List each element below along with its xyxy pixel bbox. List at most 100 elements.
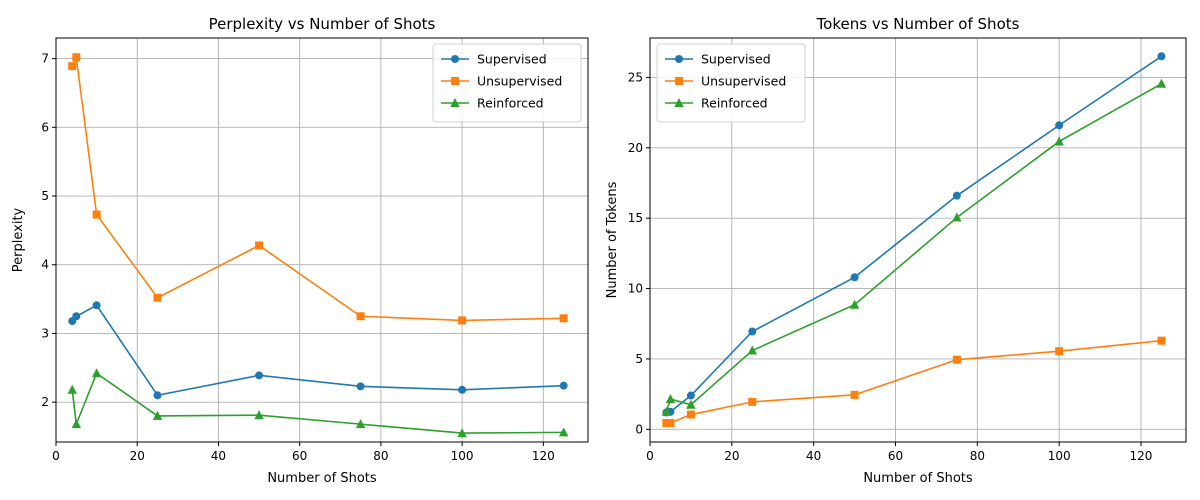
data-point	[748, 397, 757, 406]
legend: Supervised Unsupervised Reinforced	[656, 43, 806, 123]
data-point	[92, 301, 101, 310]
y-tick-label: 10	[628, 282, 643, 296]
series-reinforced	[67, 368, 569, 438]
data-point	[1157, 52, 1166, 61]
x-tick-label: 120	[1130, 449, 1153, 463]
y-tick-label: 5	[635, 352, 643, 366]
data-point	[355, 419, 366, 429]
legend-box	[432, 43, 582, 123]
series-line	[666, 55, 1162, 414]
series-unsupervised	[68, 53, 568, 325]
data-point	[71, 419, 82, 429]
data-point	[661, 406, 672, 416]
data-point	[92, 210, 101, 219]
data-point	[458, 316, 467, 325]
x-tick-label: 60	[888, 449, 903, 463]
data-point	[747, 345, 757, 355]
data-point	[1055, 121, 1064, 130]
data-point	[356, 312, 365, 321]
data-point	[748, 327, 757, 336]
legend-label: Reinforced	[477, 96, 544, 111]
series-line	[665, 83, 1162, 412]
plot-frame	[55, 37, 589, 443]
x-tick-label: 60	[292, 449, 307, 463]
data-point	[686, 410, 695, 419]
legend-label: Supervised	[701, 52, 771, 67]
data-point	[1156, 78, 1167, 88]
data-point	[255, 241, 264, 250]
x-tick-label: 100	[451, 449, 474, 463]
data-point	[153, 391, 162, 400]
data-point	[559, 381, 568, 390]
x-axis-label: Number of Shots	[863, 471, 973, 486]
y-tick-label: 3	[41, 326, 49, 340]
data-point	[559, 314, 568, 323]
data-point	[558, 427, 569, 437]
legend-box	[656, 43, 806, 123]
data-point	[91, 368, 102, 378]
y-axis-label: Perplexity	[11, 207, 26, 272]
x-tick-label: 80	[970, 449, 985, 463]
chart-panel-1: 0 20 40 60 80 100 120 2 3 4 5 6 7 Perplexity vs Numbe…	[11, 15, 589, 486]
legend-label: Unsupervised	[477, 74, 562, 89]
legend-marker	[674, 98, 684, 107]
data-point	[952, 191, 961, 200]
legend-label: Unsupervised	[701, 74, 786, 89]
data-point	[67, 384, 77, 394]
y-tick-label: 25	[628, 70, 643, 84]
series-reinforced	[661, 78, 1167, 416]
x-tick-label: 40	[806, 449, 821, 463]
data-point	[666, 418, 675, 427]
data-point	[72, 53, 81, 62]
y-tick-label: 5	[41, 189, 49, 203]
y-tick-label: 4	[41, 258, 49, 272]
x-tick-label: 0	[52, 449, 60, 463]
legend-label: Reinforced	[701, 96, 768, 111]
chart-panel-2: 0 20 40 60 80 100 120 0 5 10 15 20 25 Tokens vs Numbe…	[605, 15, 1187, 486]
series-line	[71, 54, 564, 322]
data-point	[849, 299, 860, 309]
chart-title: Perplexity vs Number of Shots	[209, 15, 436, 33]
legend-label: Supervised	[477, 52, 547, 67]
series-line	[71, 304, 564, 397]
data-point	[686, 391, 695, 400]
data-point	[662, 418, 671, 427]
data-point	[850, 390, 859, 399]
data-point	[152, 410, 163, 420]
series-line	[666, 339, 1162, 424]
data-point	[952, 355, 961, 364]
legend-marker	[451, 77, 459, 85]
data-point	[850, 273, 859, 282]
x-tick-label: 20	[724, 449, 739, 463]
x-tick-label: 0	[646, 449, 654, 463]
y-axis-label: Number of Tokens	[605, 181, 620, 298]
y-tick-label: 0	[635, 422, 643, 436]
legend: Supervised Unsupervised Reinforced	[432, 43, 582, 123]
x-tick-label: 80	[373, 449, 388, 463]
legend-marker	[675, 77, 683, 85]
data-point	[952, 212, 962, 222]
data-point	[1055, 347, 1064, 356]
plot-frame	[649, 37, 1187, 443]
x-tick-label: 40	[211, 449, 226, 463]
y-tick-label: 20	[628, 141, 643, 155]
data-point	[254, 410, 264, 420]
y-tick-label: 6	[41, 120, 49, 134]
y-tick-label: 2	[41, 395, 49, 409]
data-point	[686, 399, 696, 409]
legend-marker	[675, 55, 683, 63]
x-axis-label: Number of Shots	[267, 471, 377, 486]
data-point	[356, 382, 365, 391]
x-tick-label: 120	[532, 449, 555, 463]
data-point	[1157, 336, 1166, 345]
data-point	[153, 293, 162, 302]
series-unsupervised	[662, 336, 1166, 427]
data-point	[457, 428, 467, 438]
chart-title: Tokens vs Number of Shots	[816, 15, 1020, 33]
data-point	[665, 394, 676, 404]
y-tick-label: 7	[41, 52, 49, 66]
data-point	[72, 312, 81, 321]
series-supervised	[68, 301, 568, 400]
legend-marker	[450, 98, 460, 107]
